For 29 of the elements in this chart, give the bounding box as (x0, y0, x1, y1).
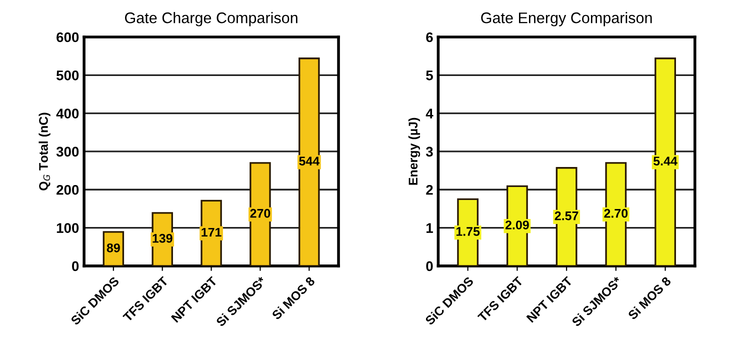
y-tick-label: 3 (426, 146, 433, 157)
data-label: 139 (152, 234, 172, 243)
data-label: 270 (250, 208, 270, 218)
y-tick-label: 500 (56, 70, 79, 80)
data-label: 171 (202, 228, 222, 237)
y-tick-label: 2 (426, 184, 433, 195)
y-tick-label: 5 (426, 70, 433, 80)
y-tick-label: 200 (56, 184, 79, 195)
y-tick-label: 0 (72, 261, 79, 272)
data-label: 2.57 (554, 211, 578, 220)
data-label: 2.70 (604, 208, 628, 218)
y-tick-label: 6 (426, 32, 433, 42)
y-tick-label: 4 (426, 108, 434, 118)
data-label: 544 (299, 156, 320, 166)
y-tick-label: 600 (56, 32, 79, 42)
bar (298, 58, 320, 266)
y-tick-label: 400 (56, 108, 79, 118)
chart-title: Gate Charge Comparison (125, 12, 298, 26)
data-label: 89 (106, 243, 120, 252)
y-tick-label: 100 (56, 223, 79, 233)
y-tick-label: 1 (426, 223, 433, 233)
data-label: 2.09 (505, 220, 529, 230)
y-axis-title: Q$_{G}$ Total (nC) (38, 112, 50, 190)
y-tick-label: 300 (56, 146, 79, 157)
chart-title: Gate Energy Comparison (481, 12, 652, 26)
y-axis-title: Energy (µJ) (408, 118, 420, 185)
data-label: 1.75 (456, 227, 480, 236)
y-tick-label: 0 (426, 261, 433, 272)
data-label: 5.44 (654, 156, 678, 166)
